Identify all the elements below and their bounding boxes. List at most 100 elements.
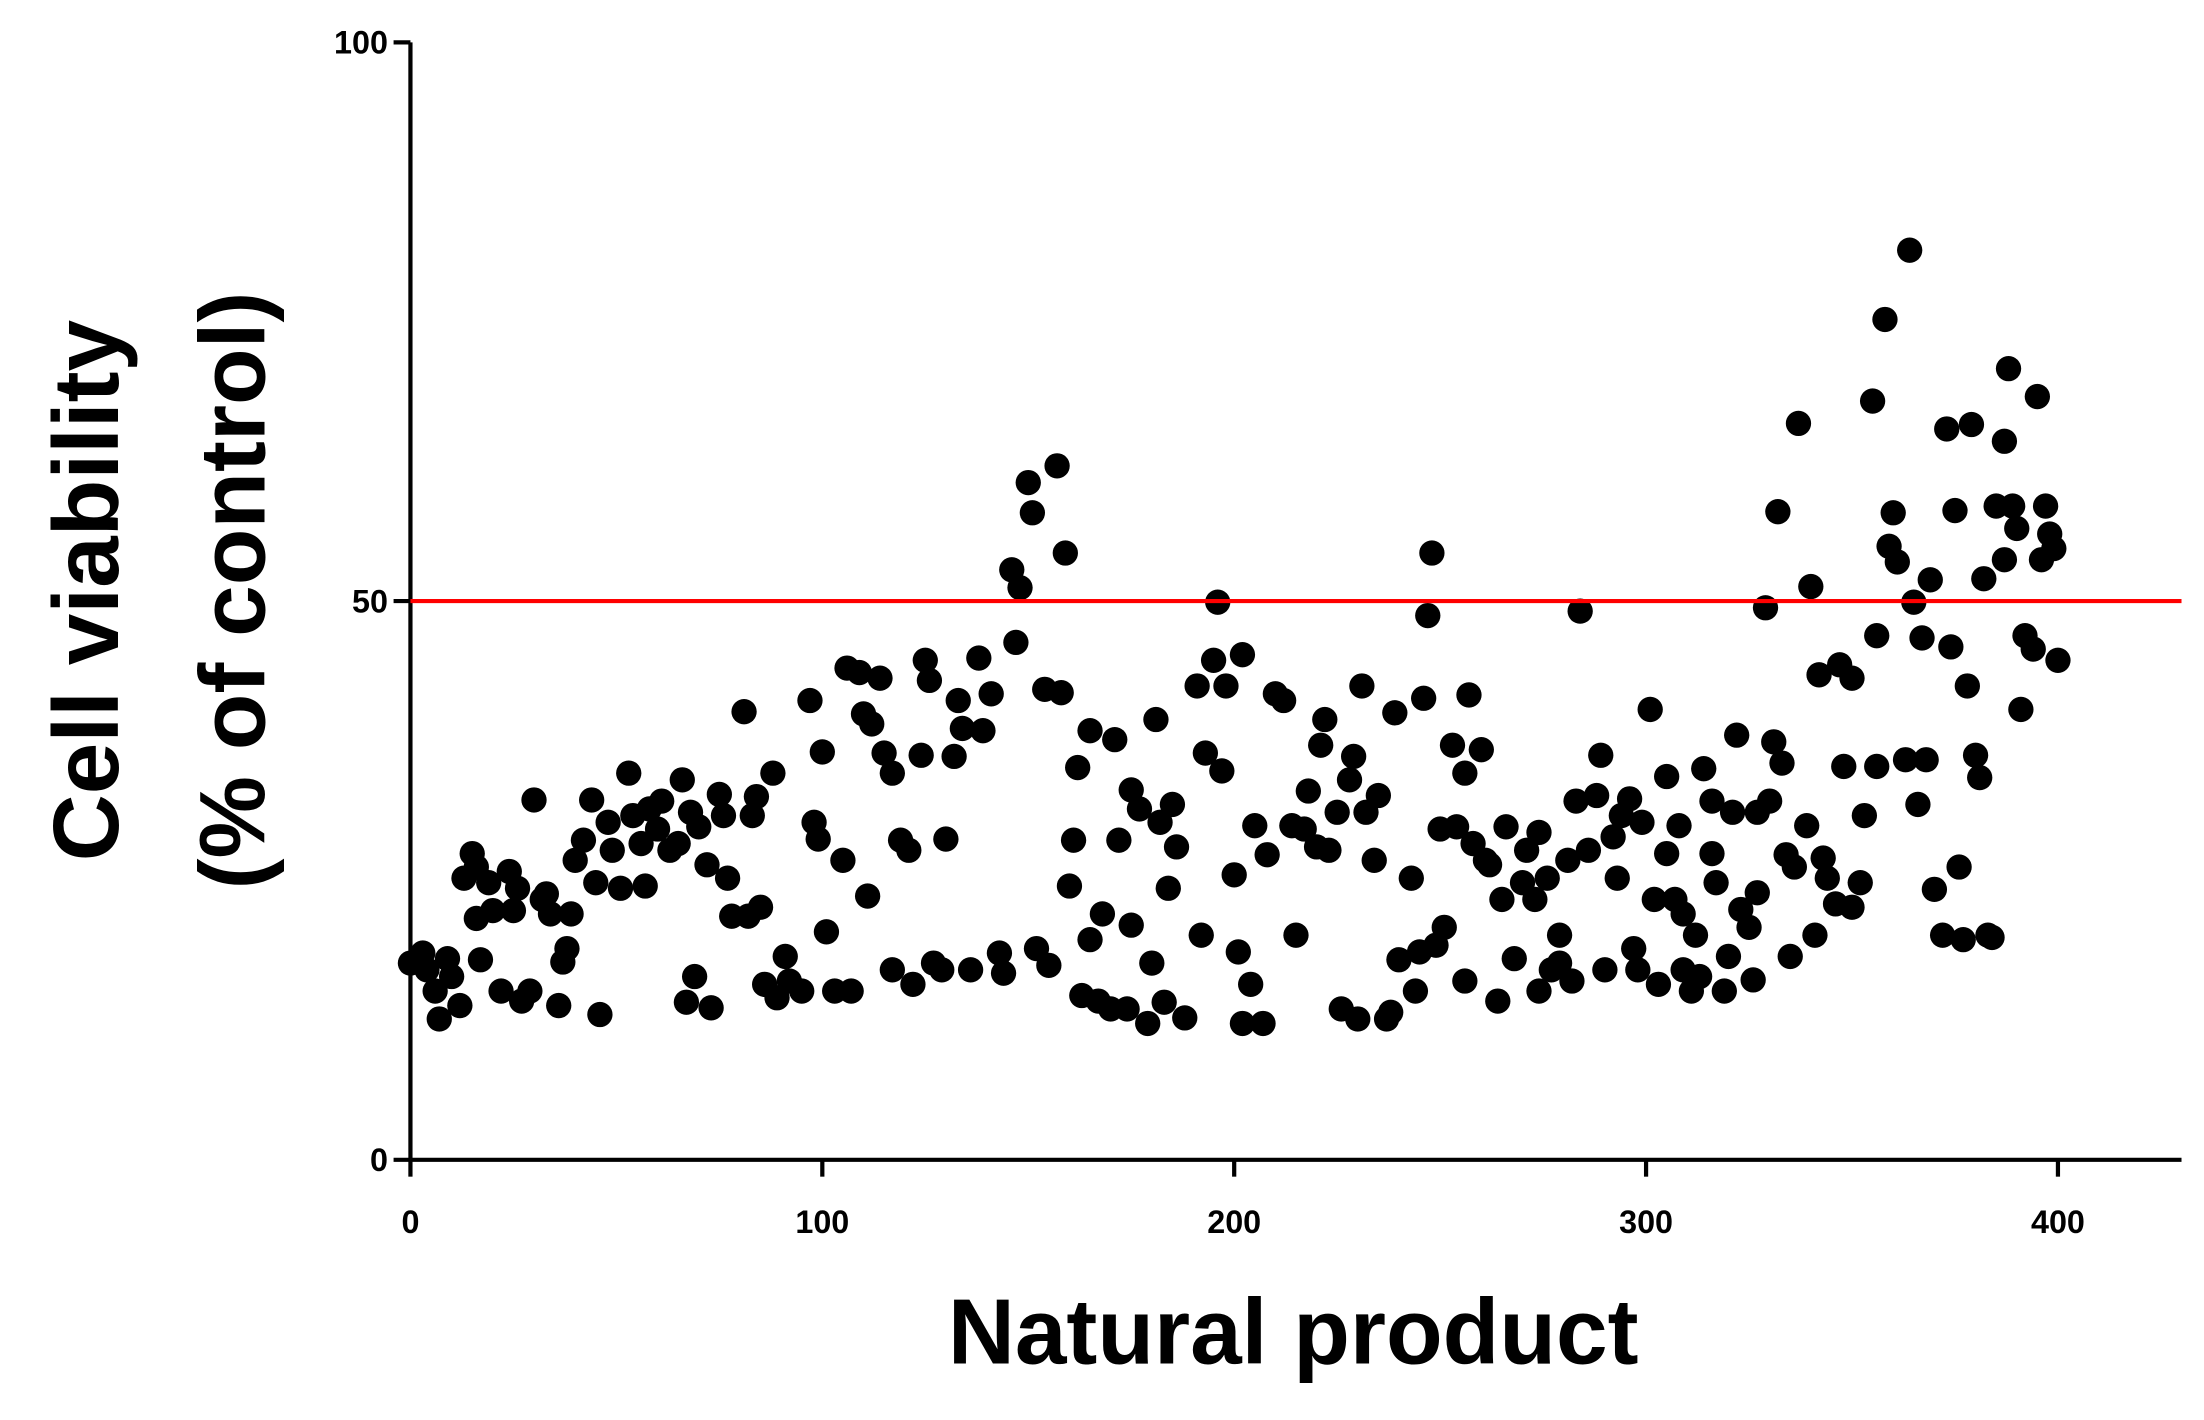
data-point	[710, 802, 737, 829]
data-point	[1654, 840, 1680, 867]
data-point	[760, 760, 786, 786]
data-point	[1476, 852, 1503, 878]
data-point	[1036, 952, 1062, 979]
data-point	[1909, 625, 1935, 651]
data-point	[805, 826, 831, 852]
data-point	[789, 978, 815, 1004]
data-point	[706, 781, 732, 808]
data-point	[686, 814, 712, 840]
data-point	[1345, 1006, 1371, 1032]
data-point	[447, 992, 473, 1019]
data-point	[1077, 927, 1103, 953]
data-point	[1703, 870, 1729, 896]
data-point	[1250, 1010, 1276, 1037]
data-point	[1147, 809, 1173, 835]
data-point	[900, 971, 926, 998]
data-point	[1851, 802, 1878, 829]
data-point	[1192, 740, 1219, 766]
data-point	[476, 870, 502, 896]
data-point	[1003, 629, 1029, 656]
data-point	[879, 957, 905, 983]
data-point	[616, 760, 642, 786]
data-point	[595, 809, 621, 835]
data-point	[908, 742, 934, 768]
data-point	[1439, 732, 1466, 758]
data-point	[632, 873, 658, 899]
data-point	[1806, 662, 1832, 688]
data-point	[1967, 764, 1993, 791]
data-point	[1880, 500, 1906, 526]
data-point	[558, 901, 584, 927]
data-point	[1324, 799, 1350, 825]
data-point	[480, 897, 506, 924]
data-point	[1962, 742, 1989, 768]
data-point	[1654, 763, 1680, 790]
data-point	[1699, 788, 1725, 814]
data-point	[517, 978, 543, 1004]
data-point	[879, 760, 905, 786]
data-point	[694, 852, 720, 878]
data-point	[521, 787, 547, 813]
data-point	[743, 783, 770, 810]
data-point	[2032, 493, 2059, 519]
data-point	[533, 881, 560, 907]
data-point	[1588, 742, 1614, 768]
data-point	[1468, 737, 1494, 763]
data-point	[1942, 497, 1968, 524]
data-point	[1419, 540, 1445, 566]
data-point	[1616, 786, 1643, 812]
data-point	[1971, 566, 1997, 592]
data-point	[1699, 840, 1725, 867]
data-point	[1600, 824, 1626, 850]
data-point	[1892, 747, 1919, 773]
data-point	[941, 743, 967, 770]
data-point	[422, 978, 448, 1004]
data-point	[978, 681, 1004, 707]
x-tick-label: 0	[401, 1204, 419, 1240]
data-point	[1752, 595, 1779, 621]
x-tick-label: 300	[1619, 1204, 1673, 1240]
data-point	[1950, 927, 1976, 953]
data-point	[1229, 642, 1256, 668]
data-point	[2020, 636, 2046, 662]
data-point	[1312, 706, 1338, 733]
data-point	[1761, 729, 1787, 755]
data-point	[583, 870, 609, 896]
y-axis-label: (% of control)	[180, 292, 284, 890]
data-point	[1398, 865, 1424, 891]
data-point	[2004, 515, 2030, 542]
data-point	[1291, 816, 1317, 842]
data-point	[1798, 573, 1824, 600]
data-point	[912, 647, 938, 673]
data-point	[1172, 1005, 1198, 1031]
data-point	[414, 957, 440, 983]
data-point	[1052, 540, 1078, 566]
data-point	[1802, 922, 1828, 948]
data-point	[1456, 682, 1482, 708]
data-point	[854, 883, 881, 909]
data-point	[1934, 416, 1960, 442]
data-point	[1151, 989, 1177, 1015]
data-point	[1118, 777, 1144, 803]
data-point	[1238, 971, 1264, 998]
data-point	[1921, 876, 1948, 903]
data-point	[1493, 814, 1519, 840]
data-point	[1575, 837, 1602, 863]
data-point	[1452, 968, 1478, 994]
data-point	[1917, 567, 1943, 593]
data-point	[1736, 914, 1762, 941]
data-point	[1118, 912, 1144, 938]
data-point	[673, 989, 700, 1015]
data-point	[1938, 634, 1964, 660]
data-point	[579, 787, 605, 813]
data-point	[562, 847, 588, 873]
data-point	[1839, 894, 1865, 920]
data-point	[747, 894, 774, 920]
data-point	[1270, 687, 1297, 714]
data-point	[1402, 978, 1429, 1004]
data-point	[1159, 791, 1186, 818]
data-point	[1691, 756, 1717, 782]
data-point	[665, 830, 691, 857]
data-point	[1065, 754, 1091, 781]
x-tick-label: 100	[795, 1204, 849, 1240]
